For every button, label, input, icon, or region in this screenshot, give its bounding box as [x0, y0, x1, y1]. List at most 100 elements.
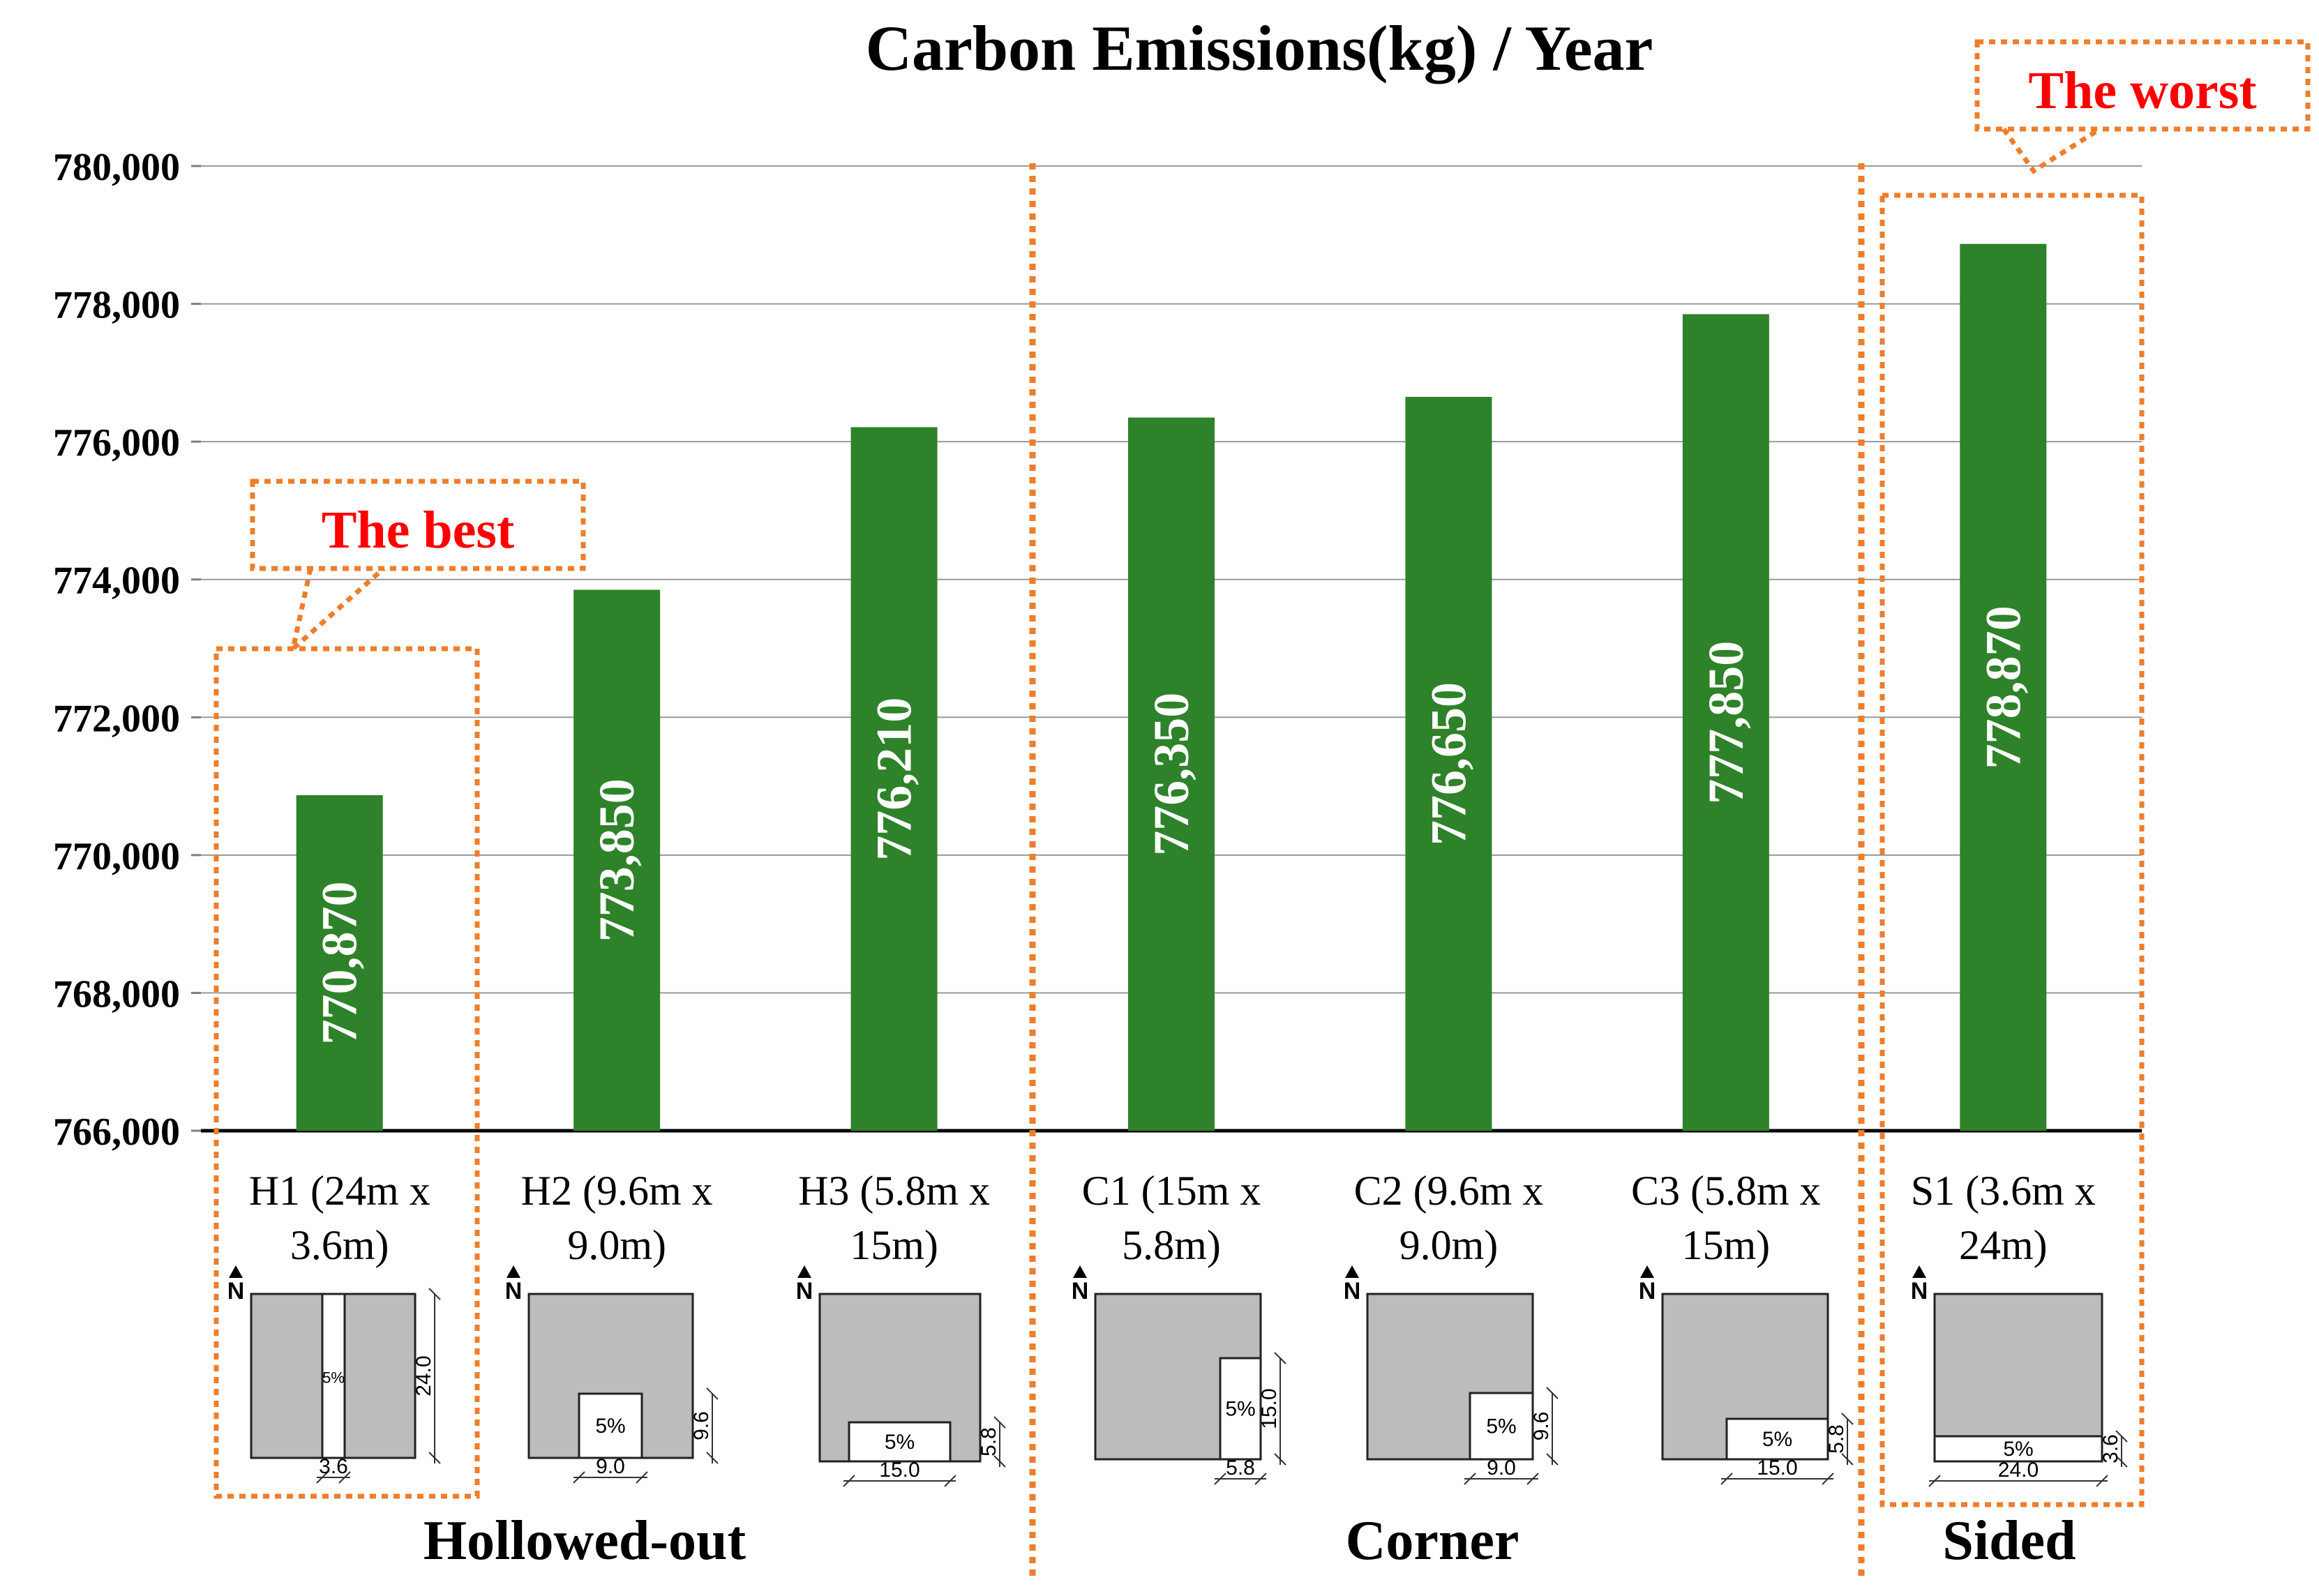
dimension-label-vertical: 24.0: [412, 1355, 435, 1396]
x-tick-label: H2 (9.6m x 9.0m): [521, 1168, 713, 1268]
dimension-label-vertical: 5.8: [977, 1427, 1000, 1456]
x-tick-label-line: 9.0m): [1399, 1222, 1499, 1268]
bars: 770,870 773,850 776,210 776,350 776,650 777,8…: [296, 243, 2047, 1131]
dimension-tick: [1214, 1473, 1226, 1485]
dimension-tick: [2096, 1475, 2108, 1487]
y-tick-label: 778,000: [53, 284, 180, 327]
dimension-label-vertical: 3.6: [2099, 1434, 2122, 1463]
building-footprint: [1661, 1293, 1829, 1461]
dimension-tick: [843, 1475, 855, 1487]
x-tick-label-line: 15m): [850, 1222, 938, 1268]
x-tick-label: H3 (5.8m x 15m): [798, 1168, 990, 1268]
courtyard-void: [1469, 1392, 1534, 1461]
void-area-label: 5%: [885, 1431, 915, 1454]
void-area-label: 5%: [595, 1415, 625, 1438]
y-tick-label: 780,000: [53, 146, 180, 189]
group-label: Hollowed-out: [423, 1510, 746, 1572]
callout-pointer-best: [289, 566, 386, 656]
dimension-tick: [1928, 1475, 1941, 1487]
dimension-label-horizontal: 15.0: [1757, 1456, 1797, 1480]
x-tick-label-line: H2 (9.6m x: [521, 1168, 713, 1214]
dimension-tick: [1274, 1352, 1286, 1364]
north-label: N: [505, 1278, 523, 1304]
floor-plan-diagram: 5% N 5.8 15.0: [796, 1265, 1006, 1487]
dimension-tick: [993, 1455, 1006, 1468]
chart-title: Carbon Emissions(kg) / Year: [866, 13, 1653, 84]
y-tick-label: 776,000: [53, 421, 180, 465]
void-area-label: 5%: [1225, 1398, 1255, 1421]
void-area-label: 5%: [322, 1369, 345, 1387]
dimension-tick: [1546, 1453, 1559, 1466]
dimension-tick: [573, 1471, 585, 1484]
x-tick-label-line: 15m): [1682, 1222, 1771, 1268]
x-tick-label-line: 24m): [1959, 1222, 2048, 1268]
dimension-label-vertical: 9.6: [690, 1411, 713, 1440]
x-tick-label-line: 3.6m): [290, 1222, 389, 1268]
north-arrow-icon: [1073, 1265, 1087, 1278]
dimension-label-vertical: 15.0: [1258, 1388, 1281, 1429]
x-tick-label-line: C1 (15m x: [1082, 1168, 1261, 1214]
x-tick-label-line: H1 (24m x: [249, 1168, 430, 1214]
dimension-label-horizontal: 5.8: [1226, 1456, 1255, 1480]
bar-value-label: 773,850: [589, 778, 645, 942]
floor-plan-diagram: 5% N 9.6 9.0: [505, 1265, 719, 1484]
bar-value-label: 776,650: [1420, 682, 1476, 845]
x-tick-label-line: H3 (5.8m x: [798, 1168, 990, 1214]
dimension-tick: [1546, 1387, 1559, 1399]
north-arrow-icon: [506, 1265, 520, 1278]
highlight-box-best: [213, 646, 480, 1499]
north-arrow-icon: [1640, 1265, 1654, 1278]
dimension-label-horizontal: 9.0: [1487, 1456, 1516, 1480]
floor-plan-diagram: 5% N 9.6 9.0: [1344, 1265, 1559, 1485]
bar: [1682, 314, 1769, 1131]
north-label: N: [1072, 1278, 1089, 1304]
y-tick-label: 774,000: [53, 559, 180, 603]
x-tick-label: H1 (24m x 3.6m): [249, 1168, 430, 1268]
courtyard-void: [1219, 1357, 1262, 1461]
x-tick-label: C1 (15m x 5.8m): [1082, 1168, 1261, 1268]
dimension-tick: [316, 1471, 329, 1484]
dimension-tick: [2115, 1430, 2128, 1443]
dimension-tick: [706, 1452, 719, 1464]
building-footprint: [1933, 1293, 2103, 1463]
dimension-tick: [944, 1475, 956, 1487]
void-area-label: 5%: [1486, 1415, 1516, 1438]
bar-value-label: 777,850: [1698, 641, 1754, 804]
north-label: N: [796, 1278, 813, 1304]
x-tick-label-line: S1 (3.6m x: [1911, 1168, 2096, 1214]
dimension-tick: [1464, 1473, 1476, 1485]
void-area-label: 5%: [2003, 1438, 2033, 1461]
dimension-label-horizontal: 15.0: [879, 1459, 920, 1482]
dimension-tick: [1274, 1453, 1286, 1466]
dimension-label-horizontal: 9.0: [596, 1455, 625, 1478]
x-tick-label: S1 (3.6m x 24m): [1911, 1168, 2096, 1268]
north-label: N: [1639, 1278, 1656, 1304]
bar: [296, 795, 383, 1131]
dimension-label-vertical: 9.6: [1530, 1412, 1553, 1441]
callout-box-best: [250, 479, 586, 571]
dimension-tick: [993, 1416, 1006, 1429]
bar: [850, 427, 938, 1131]
x-tick-label: C2 (9.6m x 9.0m): [1354, 1168, 1544, 1268]
dimension-tick: [428, 1288, 441, 1300]
floor-plan-diagram: 5% N 5.8 15.0: [1639, 1265, 1854, 1485]
dimension-tick: [1841, 1413, 1854, 1425]
dimension-tick: [706, 1387, 719, 1400]
bar-value-label: 776,210: [866, 698, 922, 861]
dimension-tick: [636, 1471, 648, 1484]
group-label: Sided: [1942, 1510, 2076, 1572]
y-tick-label: 768,000: [53, 972, 180, 1016]
bar-value-label: 778,870: [1975, 605, 2031, 769]
dimension-tick: [1720, 1473, 1733, 1485]
x-tick-label-line: C2 (9.6m x: [1354, 1168, 1544, 1214]
courtyard-void: [321, 1293, 346, 1459]
x-tick-label-line: C3 (5.8m x: [1631, 1168, 1821, 1214]
north-label: N: [1911, 1278, 1928, 1304]
floor-plan-diagrams: 5%N24.03.65%N9.69.05%N5.815.05%N15.05.85…: [227, 1265, 2128, 1487]
dimension-tick: [2115, 1455, 2128, 1468]
x-axis-labels: H1 (24m x 3.6m) H2 (9.6m x 9.0m) H3 (5.8m x 1…: [249, 1168, 2096, 1268]
x-tick-label-line: 9.0m): [567, 1222, 666, 1268]
bar: [573, 589, 661, 1131]
courtyard-void: [1933, 1435, 2103, 1463]
